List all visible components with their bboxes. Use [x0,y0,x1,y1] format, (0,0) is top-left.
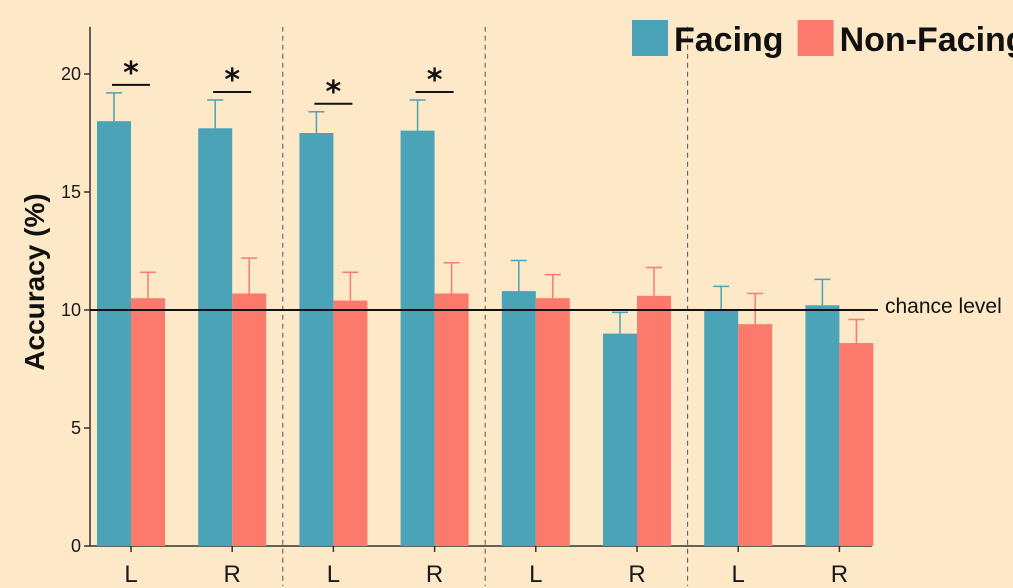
bar-non-facing [535,298,570,546]
bar-non-facing [839,343,874,546]
chance-level-line-group: chance level [90,295,1002,318]
y-tick-label: 5 [71,418,81,438]
y-tick-label: 10 [61,300,81,320]
y-tick-label: 15 [61,182,81,202]
x-tick-label: L [529,561,542,588]
bar-facing [299,133,334,546]
bar-non-facing [131,298,165,546]
bar-non-facing [637,295,671,546]
bar-non-facing [738,324,773,546]
legend-label: Facing [674,21,784,59]
significance-markers: * * * * [112,56,454,110]
bar-facing [400,130,435,546]
significance-star: * [427,63,443,98]
x-tick-label: R [426,561,443,588]
bars [97,121,874,546]
bar-facing [198,128,233,546]
bar-non-facing [333,300,368,546]
x-tick-label: L [327,561,340,588]
significance-star: * [224,63,240,98]
x-tick-label: L [124,561,137,588]
x-tick-label: L [732,561,745,588]
y-axis-title: Accuracy (%) [19,193,50,370]
bar-facing [97,121,131,546]
bar-facing [805,305,840,546]
bar-facing [603,333,637,546]
legend-swatch [797,20,834,56]
legend: Facing Non-Facing [632,20,1013,59]
chance-level-label: chance level [885,295,1002,318]
bar-facing [501,291,536,546]
legend-swatch [632,20,668,56]
y-tick-label: 20 [61,64,81,84]
significance-star: * [326,75,342,110]
error-bars [106,92,865,344]
bar-facing [704,310,739,546]
y-axis-title-group: Accuracy (%) [19,193,50,370]
group-separators [282,26,689,586]
bar-non-facing [232,293,267,546]
x-tick-label: R [831,561,848,588]
significance-star: * [123,56,139,91]
y-tick-label: 0 [71,536,81,556]
legend-label: Non-Facing [840,21,1013,59]
bar-non-facing [434,293,469,546]
axes: 0 5 10 15 20 L R L R L R L R [61,26,872,588]
x-tick-label: R [628,561,645,588]
x-tick-label: R [224,561,241,588]
